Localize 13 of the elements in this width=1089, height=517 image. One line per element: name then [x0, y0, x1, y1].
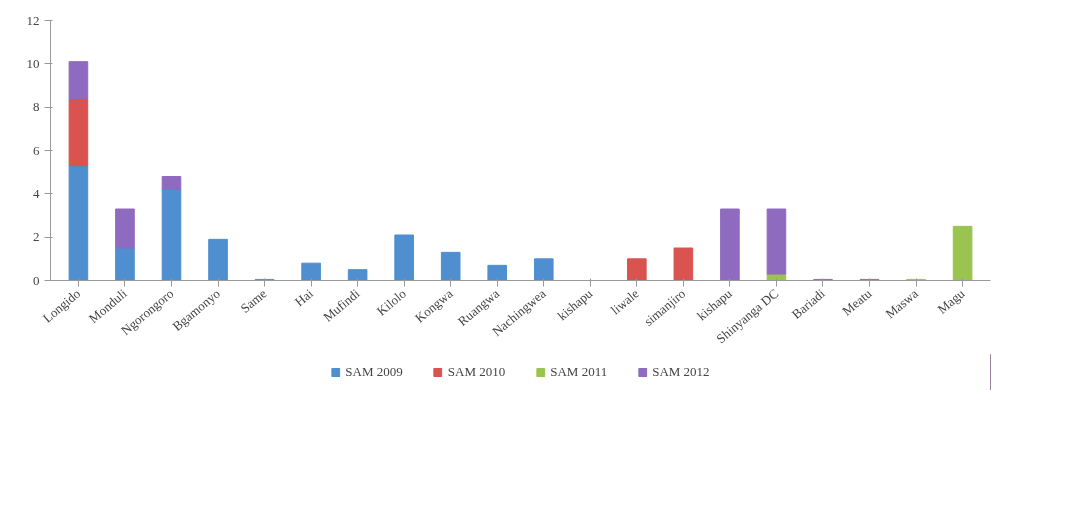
legend-label: SAM 2009 [345, 364, 403, 380]
y-tick-label: 8 [33, 99, 40, 115]
legend-label: SAM 2011 [550, 364, 608, 380]
legend-label: SAM 2010 [447, 364, 506, 380]
y-tick-label: 10 [26, 55, 40, 71]
x-tick-label: Hai [291, 285, 317, 310]
y-tick-label: 4 [33, 185, 40, 201]
x-tick-label: Same [237, 285, 270, 316]
y-tick-label: 12 [26, 12, 40, 28]
y-tick-label: 6 [33, 142, 40, 158]
y-tick-label: 0 [33, 272, 40, 288]
legend-label: SAM 2012 [652, 364, 710, 380]
y-tick-label: 2 [33, 229, 40, 245]
